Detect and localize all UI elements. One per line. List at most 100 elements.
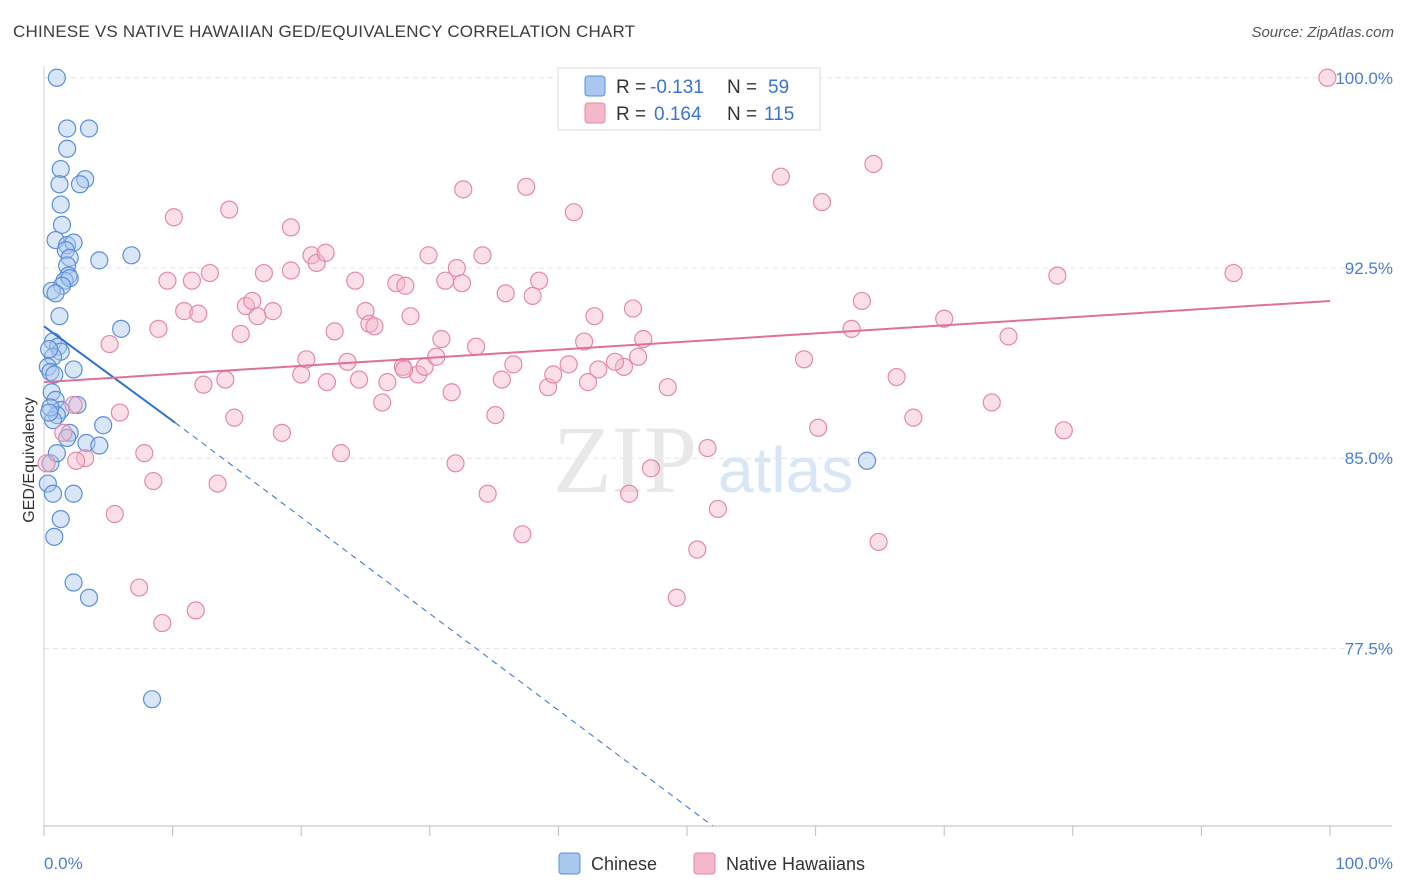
point-hawaiian-21 (216, 370, 235, 389)
point-hawaiian-8 (130, 578, 149, 597)
point-chinese-24 (50, 307, 69, 326)
y-tick-label-1: 85.0% (1345, 449, 1393, 468)
point-hawaiian-59 (452, 274, 472, 293)
point-chinese-52 (79, 588, 99, 607)
point-hawaiian-58 (447, 258, 466, 278)
point-hawaiian-61 (466, 337, 486, 356)
point-chinese-8 (51, 195, 70, 214)
point-hawaiian-63 (478, 484, 497, 503)
point-hawaiian-16 (182, 271, 201, 290)
bottom-legend-swatch-chinese (558, 852, 581, 875)
bottom-legend: Chinese Native Hawaiians (558, 852, 865, 875)
point-chinese-4 (51, 159, 70, 179)
point-chinese-56 (40, 403, 59, 422)
point-hawaiian-95 (842, 319, 861, 338)
point-hawaiian-54 (419, 246, 438, 265)
point-hawaiian-18 (194, 375, 213, 394)
point-hawaiian-67 (504, 355, 523, 374)
legend-n-label-2: N = (727, 104, 757, 125)
point-hawaiian-14 (158, 271, 177, 290)
point-hawaiian-9 (135, 444, 154, 463)
point-hawaiian-4 (67, 451, 86, 470)
point-hawaiian-69 (517, 177, 536, 196)
point-chinese-12 (64, 233, 83, 252)
point-hawaiian-76 (575, 332, 594, 351)
legend-n-value-1: 59 (768, 77, 789, 98)
point-hawaiian-94 (812, 192, 832, 212)
point-hawaiian-77 (578, 373, 598, 392)
bottom-legend-swatch-hawaiian (693, 852, 716, 875)
point-hawaiian-103 (999, 327, 1018, 346)
point-chinese-54 (857, 451, 877, 470)
point-hawaiian-89 (698, 438, 717, 458)
point-hawaiian-30 (272, 423, 292, 442)
point-hawaiian-100 (904, 408, 923, 427)
point-hawaiian-104 (1048, 266, 1067, 285)
point-chinese-3 (58, 139, 77, 158)
y-tick-labels: 77.5% 85.0% 92.5% 100.0% (1335, 69, 1393, 659)
point-hawaiian-87 (667, 588, 686, 607)
point-chinese-40 (60, 423, 79, 442)
point-hawaiian-74 (559, 355, 578, 374)
chart-source: Source: ZipAtlas.com (1251, 24, 1394, 41)
point-hawaiian-38 (325, 322, 344, 341)
point-hawaiian-7 (110, 403, 129, 422)
point-hawaiian-27 (248, 307, 267, 326)
legend-n-label-1: N = (727, 77, 757, 98)
y-tick-label-2: 92.5% (1345, 259, 1393, 278)
point-hawaiian-80 (614, 357, 634, 377)
point-hawaiian-64 (486, 405, 505, 425)
point-chinese-45 (41, 454, 60, 473)
point-hawaiian-46 (373, 393, 392, 412)
point-hawaiian-60 (454, 180, 473, 199)
point-chinese-9 (52, 215, 72, 234)
point-chinese-0 (47, 68, 66, 87)
point-chinese-30 (38, 357, 57, 377)
point-hawaiian-37 (316, 243, 335, 262)
legend-r-value-1: -0.131 (650, 77, 704, 98)
point-hawaiian-19 (200, 263, 219, 283)
point-hawaiian-110 (446, 454, 465, 473)
trend-line-hawaiian (43, 299, 1331, 384)
point-hawaiian-79 (589, 360, 608, 379)
point-chinese-15 (122, 246, 141, 265)
point-hawaiian-83 (629, 347, 648, 366)
point-chinese-20 (60, 269, 79, 288)
legend-r-label-2: R = (616, 104, 646, 125)
point-chinese-6 (50, 175, 69, 194)
point-hawaiian-45 (365, 317, 384, 336)
point-hawaiian-102 (982, 393, 1001, 412)
point-hawaiian-88 (688, 540, 707, 559)
point-hawaiian-105 (1054, 421, 1073, 440)
point-hawaiian-5 (105, 504, 124, 524)
point-hawaiian-99 (887, 367, 906, 387)
trend-line-chinese (43, 325, 176, 424)
point-hawaiian-6 (100, 334, 119, 354)
point-hawaiian-81 (620, 484, 639, 503)
legend-swatch-chinese (584, 75, 606, 97)
point-hawaiian-34 (297, 350, 316, 369)
legend-r-label-1: R = (616, 77, 646, 98)
point-hawaiian-29 (263, 302, 283, 321)
point-hawaiian-11 (149, 319, 168, 338)
axes (43, 66, 1392, 836)
point-chinese-2 (79, 119, 99, 138)
point-hawaiian-91 (771, 167, 790, 186)
point-hawaiian-15 (175, 302, 194, 321)
point-hawaiian-39 (331, 444, 351, 463)
point-chinese-21 (52, 276, 72, 295)
x-tick-label-1: 100.0% (1335, 854, 1393, 873)
point-chinese-42 (94, 416, 113, 435)
point-hawaiian-2 (64, 395, 83, 415)
point-hawaiian-41 (346, 271, 365, 290)
point-hawaiian-86 (658, 378, 677, 397)
point-hawaiian-51 (401, 307, 420, 326)
point-chinese-23 (46, 284, 65, 303)
point-hawaiian-109 (317, 373, 337, 392)
y-tick-label-0: 77.5% (1345, 639, 1393, 658)
point-chinese-25 (112, 319, 131, 338)
bottom-legend-chinese: Chinese (591, 854, 657, 874)
point-hawaiian-52 (409, 365, 428, 384)
point-hawaiian-33 (292, 365, 311, 384)
